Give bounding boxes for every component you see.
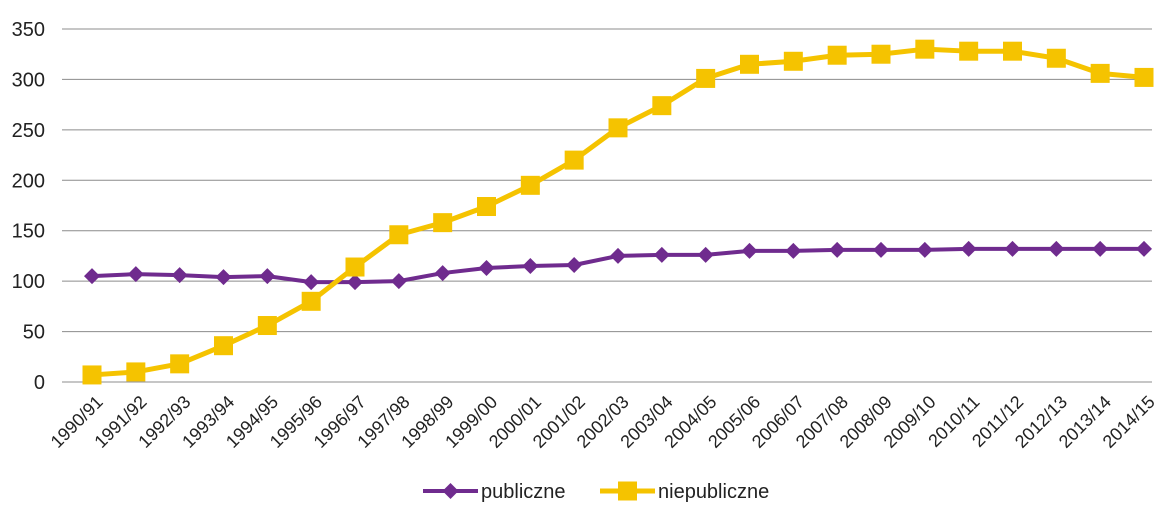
data-point: [1003, 41, 1022, 61]
series-layer: [82, 39, 1154, 385]
y-tick-label: 300: [12, 69, 45, 91]
y-tick-label: 50: [23, 322, 45, 344]
data-point: [564, 150, 584, 170]
data-point: [696, 68, 716, 88]
data-point: [1046, 48, 1066, 68]
data-point: [347, 274, 363, 291]
data-point: [959, 41, 979, 61]
data-point: [829, 241, 846, 258]
data-point: [215, 269, 232, 286]
data-point: [916, 241, 933, 258]
data-point: [697, 246, 714, 263]
y-tick-label: 0: [34, 372, 45, 394]
data-point: [434, 265, 451, 282]
data-point: [652, 96, 672, 116]
x-axis-ticks: 1990/911991/921992/931993/941994/951995/…: [47, 392, 1159, 452]
data-point: [477, 197, 496, 217]
legend-marker: [442, 483, 459, 499]
data-point: [522, 258, 539, 275]
data-point: [171, 267, 188, 284]
data-point: [873, 241, 889, 258]
data-point: [1048, 240, 1065, 257]
series-publiczne: [84, 240, 1152, 291]
data-point: [259, 268, 276, 285]
data-point: [1004, 240, 1021, 257]
data-point: [1136, 240, 1152, 257]
y-tick-label: 250: [12, 120, 45, 142]
data-point: [1134, 67, 1154, 87]
data-point: [740, 54, 759, 74]
data-point: [303, 274, 320, 291]
legend: publiczne niepubliczne: [423, 481, 769, 503]
data-point: [653, 246, 670, 263]
data-point: [301, 291, 321, 311]
data-point: [126, 362, 146, 382]
grid-layer: [62, 28, 1152, 383]
legend-entry-niepubliczne: niepubliczne: [600, 481, 769, 503]
data-point: [478, 260, 495, 277]
legend-label: publiczne: [481, 481, 566, 503]
data-point: [915, 39, 935, 59]
data-point: [257, 316, 277, 336]
data-point: [433, 213, 453, 233]
data-point: [84, 268, 100, 285]
data-point: [214, 336, 233, 356]
data-point: [1092, 240, 1109, 257]
data-point: [170, 354, 190, 374]
data-point: [390, 273, 407, 290]
data-point: [82, 365, 102, 385]
data-point: [608, 118, 628, 138]
legend-entry-publiczne: publiczne: [423, 481, 566, 503]
data-point: [389, 225, 409, 245]
data-point: [741, 242, 758, 259]
y-tick-label: 350: [12, 19, 45, 41]
data-point: [783, 51, 803, 71]
data-point: [1090, 63, 1110, 83]
data-point: [345, 257, 365, 277]
y-axis-ticks: 0 50 100 150 200 250 300 350: [12, 19, 45, 394]
y-tick-label: 150: [12, 221, 45, 243]
legend-label: niepubliczne: [658, 481, 769, 503]
data-point: [566, 257, 583, 274]
series-niepubliczne: [82, 39, 1154, 385]
legend-marker: [618, 481, 637, 501]
y-tick-label: 100: [12, 271, 45, 293]
data-point: [827, 45, 847, 65]
data-point: [127, 266, 144, 283]
series-line: [91, 46, 1145, 378]
data-point: [610, 247, 626, 264]
data-point: [785, 242, 802, 259]
data-point: [871, 44, 891, 64]
data-point: [960, 240, 977, 257]
y-tick-label: 200: [12, 170, 45, 192]
data-point: [520, 175, 540, 195]
